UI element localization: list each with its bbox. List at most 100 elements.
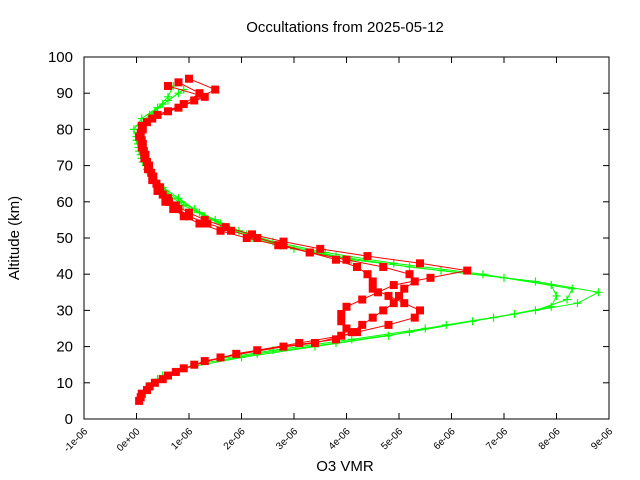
data-point: [150, 378, 159, 387]
data-point: [337, 310, 346, 319]
data-point: [203, 219, 212, 228]
data-point: [158, 190, 167, 199]
data-point: [158, 100, 167, 109]
data-point: [147, 168, 156, 177]
data-point: [400, 284, 409, 293]
data-point: [363, 270, 372, 279]
data-point: [395, 291, 403, 300]
y-tick-label: 10: [56, 375, 73, 392]
data-point: [143, 157, 151, 166]
data-point: [227, 226, 235, 235]
data-point: [347, 328, 356, 337]
y-tick-label: 30: [56, 302, 73, 319]
data-point: [594, 288, 603, 297]
data-point: [405, 270, 414, 279]
data-point: [174, 103, 183, 112]
data-point: [179, 100, 188, 109]
data-point: [379, 306, 388, 315]
data-point: [342, 302, 351, 311]
data-point: [295, 338, 304, 347]
data-point: [463, 266, 472, 275]
data-point: [489, 313, 498, 322]
data-point: [384, 320, 393, 329]
data-point: [174, 78, 183, 87]
y-tick-label: 0: [65, 411, 73, 428]
data-point: [368, 313, 377, 322]
data-point: [337, 317, 346, 326]
data-point: [547, 302, 556, 311]
data-point: [547, 281, 556, 290]
data-point: [179, 364, 188, 373]
data-point: [139, 147, 148, 156]
y-tick-label: 60: [56, 194, 73, 211]
chart-title: Occultations from 2025-05-12: [246, 19, 444, 36]
data-point: [405, 262, 414, 271]
data-point: [164, 81, 172, 90]
data-point: [400, 299, 409, 308]
y-tick-label: 80: [56, 121, 73, 138]
data-point: [253, 346, 262, 355]
data-point: [347, 335, 356, 344]
data-point: [368, 284, 377, 293]
data-point: [248, 230, 256, 239]
y-tick-label: 70: [56, 158, 73, 175]
data-point: [195, 219, 204, 228]
data-point: [410, 277, 419, 286]
data-point: [410, 313, 419, 322]
data-point: [274, 241, 283, 250]
series-layer: [129, 74, 603, 405]
data-point: [242, 234, 251, 242]
data-point: [200, 92, 209, 101]
data-point: [332, 335, 340, 344]
data-point: [426, 273, 435, 282]
data-point: [384, 291, 393, 300]
data-point: [221, 223, 230, 232]
data-point: [171, 367, 180, 376]
data-point: [174, 194, 183, 203]
y-tick-label: 40: [56, 266, 73, 283]
y-tick-label: 50: [56, 230, 73, 247]
data-point: [389, 299, 398, 308]
data-point: [138, 125, 147, 134]
data-point: [174, 205, 183, 214]
data-point: [342, 324, 351, 333]
data-point: [374, 288, 382, 297]
data-point: [152, 179, 161, 188]
data-point: [190, 96, 199, 105]
data-point: [185, 74, 193, 83]
data-point: [311, 338, 319, 347]
data-point: [358, 295, 367, 304]
y-tick-label: 90: [56, 85, 73, 102]
data-point: [531, 277, 540, 286]
data-point: [342, 255, 351, 264]
data-point: [379, 262, 388, 271]
data-point: [253, 234, 262, 242]
data-point: [145, 382, 154, 391]
data-point: [568, 284, 577, 293]
y-tick-label: 20: [56, 339, 73, 356]
data-point: [211, 215, 220, 224]
data-point: [232, 349, 241, 358]
data-point: [305, 248, 314, 257]
data-point: [332, 255, 340, 264]
data-point: [552, 291, 561, 300]
data-point: [573, 299, 582, 308]
data-point: [421, 324, 430, 333]
data-point: [389, 281, 398, 290]
data-point: [353, 328, 361, 337]
data-point: [479, 270, 487, 279]
data-point: [316, 244, 325, 253]
data-point: [563, 295, 571, 304]
data-point: [389, 259, 398, 268]
data-point: [153, 110, 162, 119]
data-point: [165, 197, 174, 206]
data-point: [405, 328, 414, 337]
data-point: [358, 320, 367, 329]
data-point: [195, 89, 204, 98]
y-axis-label: Altitude (km): [6, 196, 23, 280]
series-red: [135, 74, 472, 405]
data-point: [179, 212, 188, 221]
